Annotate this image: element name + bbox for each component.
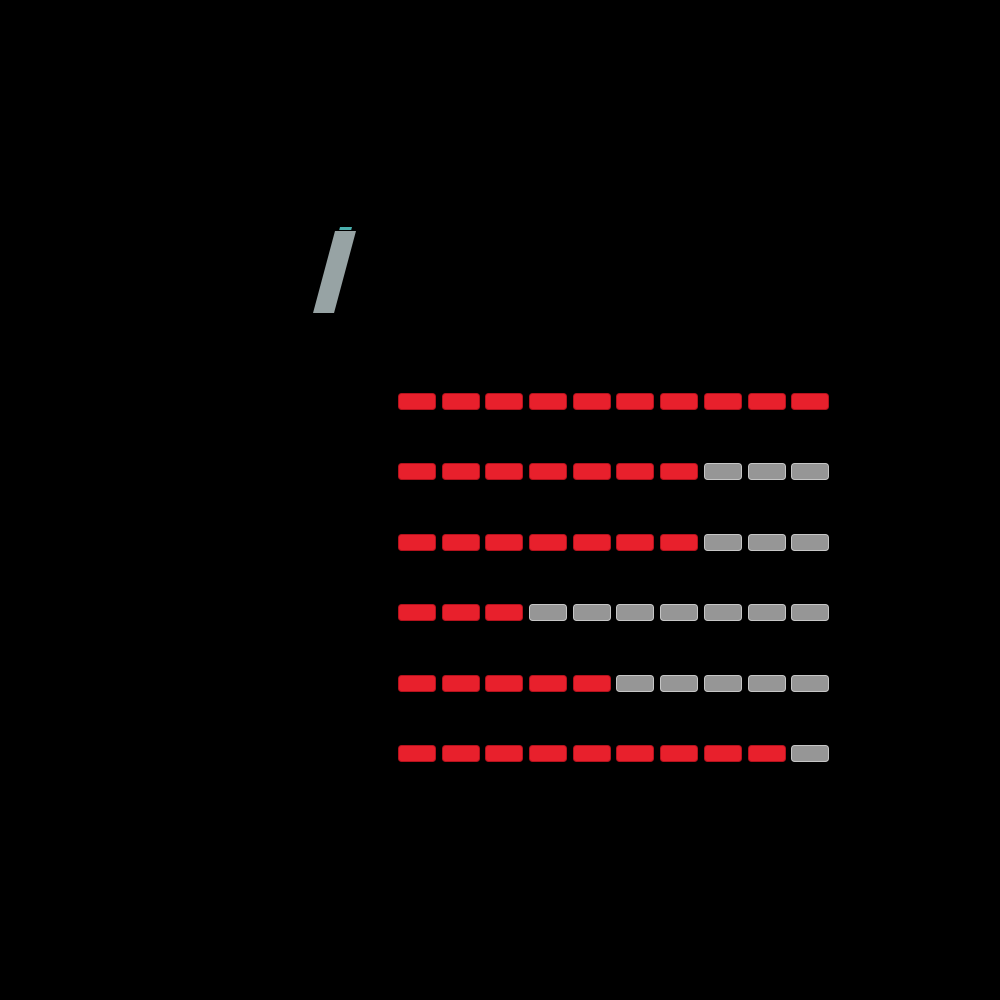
segment-empty — [791, 463, 830, 481]
segment-filled — [660, 533, 699, 551]
segment-filled — [485, 393, 524, 410]
segment-empty — [747, 674, 786, 692]
segment-filled — [441, 674, 480, 692]
segment-filled — [529, 393, 568, 410]
segment-filled — [441, 745, 480, 762]
segment-empty — [703, 463, 742, 481]
segment-empty — [616, 604, 655, 622]
segment-filled — [572, 674, 611, 692]
segment-filled — [485, 745, 524, 762]
pictogram-row — [398, 533, 830, 551]
segment-empty — [791, 674, 830, 692]
pictogram-row — [398, 745, 830, 762]
segment-empty — [791, 745, 830, 762]
segment-filled — [660, 393, 699, 410]
segment-filled — [398, 463, 436, 481]
segment-filled — [441, 393, 480, 410]
pictogram-row — [398, 674, 830, 692]
segment-empty — [791, 533, 830, 551]
segment-filled — [485, 533, 524, 551]
segment-filled — [791, 393, 830, 410]
pictogram-row — [398, 604, 830, 622]
segment-empty — [747, 463, 786, 481]
segment-filled — [529, 745, 568, 762]
segment-filled — [398, 604, 436, 622]
segment-filled — [616, 463, 655, 481]
segment-filled — [572, 463, 611, 481]
segment-empty — [616, 674, 655, 692]
segment-empty — [529, 604, 568, 622]
segment-filled — [572, 393, 611, 410]
segment-filled — [529, 674, 568, 692]
segment-filled — [398, 393, 436, 410]
segment-filled — [441, 463, 480, 481]
segment-filled — [616, 393, 655, 410]
logo-slash-highlight — [339, 227, 352, 230]
segment-empty — [572, 604, 611, 622]
pictogram-row — [398, 463, 830, 481]
segment-filled — [703, 393, 742, 410]
segment-filled — [398, 745, 436, 762]
segment-filled — [660, 463, 699, 481]
pictogram-row — [398, 393, 830, 410]
segment-filled — [616, 745, 655, 762]
segment-filled — [747, 745, 786, 762]
segment-empty — [703, 533, 742, 551]
segment-filled — [485, 463, 524, 481]
logo-slash-mark — [313, 231, 356, 313]
segment-filled — [747, 393, 786, 410]
segment-filled — [703, 745, 742, 762]
segment-empty — [703, 604, 742, 622]
segment-filled — [485, 604, 524, 622]
segment-filled — [572, 533, 611, 551]
segment-filled — [529, 533, 568, 551]
segment-filled — [660, 745, 699, 762]
segment-empty — [791, 604, 830, 622]
segment-filled — [441, 533, 480, 551]
segment-filled — [398, 533, 436, 551]
segment-empty — [747, 533, 786, 551]
segment-filled — [572, 745, 611, 762]
segment-filled — [485, 674, 524, 692]
segment-filled — [441, 604, 480, 622]
segment-empty — [747, 604, 786, 622]
segment-filled — [529, 463, 568, 481]
segment-empty — [703, 674, 742, 692]
segment-empty — [660, 674, 699, 692]
segment-filled — [616, 533, 655, 551]
segment-empty — [660, 604, 699, 622]
segment-filled — [398, 674, 436, 692]
pictogram-chart — [398, 393, 838, 793]
